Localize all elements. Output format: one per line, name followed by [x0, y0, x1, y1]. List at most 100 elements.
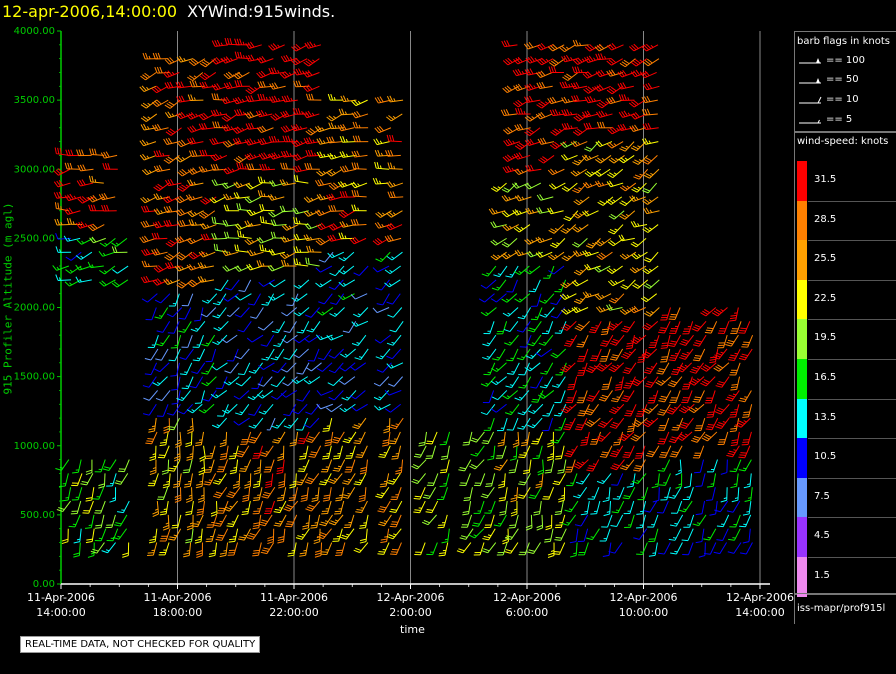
wind-barb: [374, 149, 391, 157]
wind-barb: [259, 244, 274, 253]
x-axis-label: time: [400, 623, 425, 636]
wind-barb: [222, 140, 240, 148]
wind-barb: [211, 179, 228, 186]
wind-barb: [669, 445, 683, 458]
flag-label-50: == 50: [826, 74, 859, 85]
wind-barb: [256, 125, 274, 134]
wind-barb: [340, 528, 355, 540]
wind-barb: [744, 487, 753, 502]
wind-barb: [458, 459, 472, 472]
wind-barb: [566, 473, 578, 487]
wind-barb: [302, 70, 320, 78]
wind-barb: [550, 293, 565, 306]
wind-barb: [273, 334, 287, 347]
wind-barb: [94, 500, 106, 514]
wind-barb: [349, 236, 367, 245]
wind-barb: [631, 473, 647, 484]
wind-barb: [200, 307, 217, 318]
wind-barb: [422, 514, 437, 526]
wind-barb: [296, 321, 310, 334]
wind-barb: [554, 279, 567, 293]
wind-barb: [70, 500, 82, 515]
wind-barb: [642, 403, 659, 414]
wind-barb: [351, 99, 368, 107]
wind-barb: [94, 528, 107, 542]
wind-barb: [599, 445, 613, 458]
wind-barb: [495, 445, 507, 459]
wind-barb: [293, 174, 309, 184]
speed-swatch: [797, 517, 807, 557]
wind-barb: [643, 207, 660, 215]
wind-barb: [608, 542, 623, 554]
wind-barb: [535, 251, 553, 258]
wind-barb: [384, 403, 402, 413]
wind-barb: [729, 459, 742, 473]
wind-barb: [63, 207, 81, 215]
wind-barb: [292, 165, 310, 173]
wind-barb: [497, 431, 506, 447]
wind-barb: [351, 150, 368, 158]
wind-barb: [152, 221, 170, 229]
wind-barb: [629, 305, 646, 314]
wind-barb: [245, 41, 262, 49]
barb-flags-title: barb flags in knots: [797, 36, 890, 47]
wind-barb: [315, 179, 332, 187]
wind-barb: [715, 417, 730, 429]
speed-label: 19.5: [814, 332, 837, 344]
wind-barb: [547, 207, 564, 215]
wind-barb: [480, 307, 497, 317]
wind-barb: [375, 210, 392, 218]
wind-barb: [194, 390, 206, 404]
wind-barb: [594, 168, 611, 177]
wind-barb: [584, 44, 602, 52]
wind-barb: [501, 251, 518, 260]
wind-barb: [540, 362, 554, 375]
wind-barb: [152, 376, 168, 387]
wind-barb: [173, 445, 181, 462]
wind-barb: [572, 224, 589, 233]
wind-barb: [692, 348, 706, 362]
wind-barb: [266, 417, 276, 431]
wind-barb: [322, 487, 332, 502]
wind-barb: [88, 175, 104, 184]
wind-barb: [339, 136, 356, 143]
wind-barb: [175, 81, 192, 89]
wind-barb: [355, 445, 368, 459]
wind-barb: [181, 293, 194, 307]
wind-barb: [386, 113, 403, 122]
wind-barb: [174, 487, 182, 503]
wind-barb: [648, 528, 659, 543]
wind-barb: [730, 431, 740, 447]
wind-barb: [414, 542, 426, 556]
wind-barb: [491, 390, 508, 401]
wind-barb: [619, 459, 635, 471]
wind-barb: [85, 528, 95, 544]
wind-barb: [411, 459, 427, 470]
wind-barb: [741, 431, 752, 446]
wind-barb: [352, 135, 369, 143]
x-tick-date: 12-Apr-2006: [376, 591, 444, 604]
wind-barb: [209, 196, 226, 204]
wind-barb: [252, 487, 263, 502]
wind-barb: [609, 417, 625, 429]
wind-barb: [318, 473, 332, 486]
wind-barb: [181, 376, 194, 390]
wind-barb: [310, 514, 321, 529]
wind-barb: [537, 137, 555, 145]
wind-barb: [358, 487, 367, 503]
wind-barb: [305, 500, 321, 512]
wind-barb: [391, 445, 402, 460]
wind-barb: [314, 542, 323, 558]
wind-barb: [640, 70, 657, 79]
wind-barb: [632, 155, 648, 165]
wind-barb: [611, 473, 624, 486]
wind-barb: [513, 99, 530, 108]
wind-barb: [162, 514, 170, 531]
wind-barb: [742, 500, 752, 516]
wind-barb: [351, 204, 367, 212]
x-tick-date: 11-Apr-2006: [27, 591, 95, 604]
wind-barb: [353, 265, 369, 276]
wind-barb: [742, 528, 751, 544]
wind-barb: [386, 134, 402, 143]
wind-barb: [670, 500, 683, 514]
